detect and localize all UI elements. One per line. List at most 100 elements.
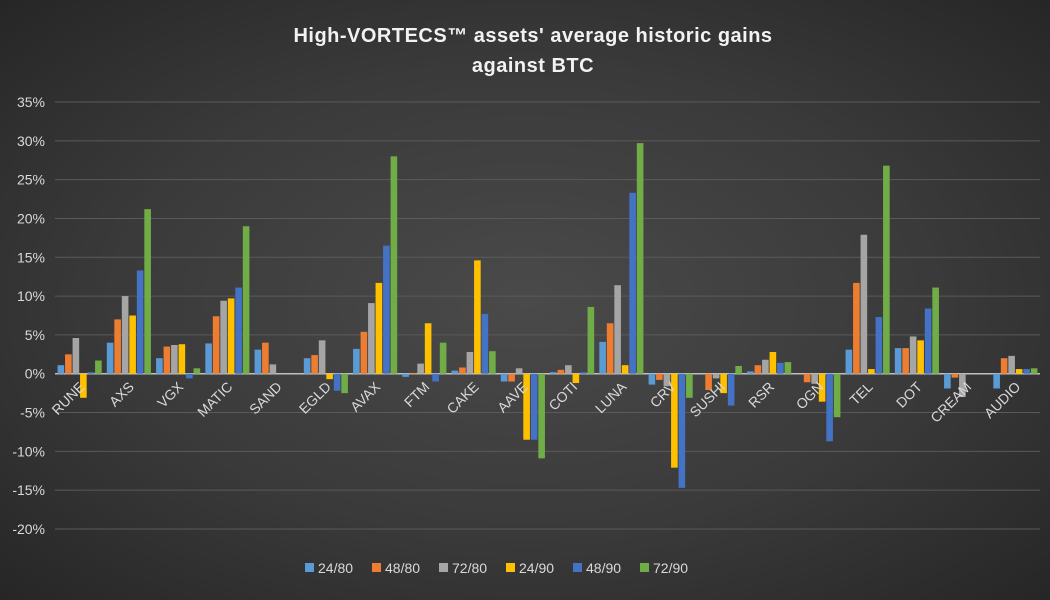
bar-sushi-24-90 xyxy=(720,373,727,394)
bar-luna-24-80 xyxy=(599,341,606,374)
bar-tel-48-80 xyxy=(853,282,860,374)
bar-matic-72-90 xyxy=(242,226,250,374)
x-category-label: TEL xyxy=(846,378,876,408)
bar-sushi-72-90 xyxy=(735,365,742,374)
y-tick-label: 15% xyxy=(17,249,45,265)
bar-luna-48-90 xyxy=(629,192,636,374)
bar-crv-48-80 xyxy=(656,373,663,380)
bar-sand-72-80 xyxy=(269,364,277,374)
x-category-label: VGX xyxy=(154,378,187,411)
bar-coti-72-80 xyxy=(565,365,572,374)
bar-cake-24-80 xyxy=(451,370,459,374)
bar-ftm-48-80 xyxy=(409,372,417,374)
bar-vgx-72-80 xyxy=(171,345,178,374)
y-tick-label: -5% xyxy=(20,405,45,421)
bar-dot-48-90 xyxy=(924,308,932,374)
bar-rune-48-80 xyxy=(65,354,72,374)
legend-swatch-72-80 xyxy=(439,563,448,572)
legend-swatch-72-90 xyxy=(640,563,649,572)
x-category-label: COTI xyxy=(545,379,580,414)
bar-tel-24-90 xyxy=(868,369,875,374)
bar-vgx-48-80 xyxy=(163,346,171,374)
bar-rune-48-90 xyxy=(87,372,95,374)
bar-tel-48-90 xyxy=(875,317,883,374)
bar-ogn-24-90 xyxy=(818,373,826,402)
bar-dot-24-90 xyxy=(917,340,924,374)
bar-egld-48-90 xyxy=(333,373,341,391)
bar-crv-72-90 xyxy=(686,373,693,398)
bar-vgx-24-80 xyxy=(156,358,163,374)
bar-avax-48-80 xyxy=(360,331,368,374)
legend-label: 48/90 xyxy=(586,560,621,576)
bar-avax-48-90 xyxy=(383,245,390,374)
bar-cream-48-80 xyxy=(951,373,959,378)
y-tick-label: 30% xyxy=(17,133,45,149)
x-category-label: FTM xyxy=(401,379,433,411)
bar-cake-48-80 xyxy=(459,367,466,374)
bar-luna-72-90 xyxy=(636,143,644,374)
bar-crv-48-90 xyxy=(678,373,686,488)
bar-vgx-72-90 xyxy=(193,368,201,374)
bar-avax-24-90 xyxy=(375,282,383,374)
bar-egld-24-90 xyxy=(326,373,333,380)
bar-tel-24-80 xyxy=(845,349,853,374)
y-tick-label: 25% xyxy=(17,172,45,188)
legend-label: 72/80 xyxy=(452,560,487,576)
bar-matic-48-90 xyxy=(235,287,242,374)
y-tick-label: -10% xyxy=(12,443,45,459)
bar-egld-72-80 xyxy=(318,340,326,374)
x-category-label: CAKE xyxy=(443,379,481,417)
bar-egld-48-80 xyxy=(311,355,318,374)
bar-audio-72-90 xyxy=(1030,368,1038,374)
bar-luna-48-80 xyxy=(606,323,614,374)
bar-axs-48-80 xyxy=(114,319,121,374)
bar-avax-24-80 xyxy=(353,348,360,374)
bar-sushi-48-80 xyxy=(705,373,712,391)
bar-aave-72-90 xyxy=(538,373,545,459)
x-category-label: DOT xyxy=(893,378,926,411)
bar-sushi-48-90 xyxy=(727,373,735,406)
x-category-label: RSR xyxy=(745,379,777,411)
y-tick-label: -20% xyxy=(12,521,45,537)
bar-dot-48-80 xyxy=(902,348,909,374)
bar-dot-24-80 xyxy=(894,348,902,374)
bar-ftm-72-90 xyxy=(439,342,447,374)
bar-ogn-72-80 xyxy=(811,373,818,384)
bar-rune-72-80 xyxy=(72,338,80,374)
bar-axs-72-90 xyxy=(144,209,151,374)
bar-rune-24-90 xyxy=(80,373,87,398)
bar-rsr-24-90 xyxy=(769,351,777,374)
bar-aave-24-90 xyxy=(523,373,530,440)
bar-axs-48-90 xyxy=(136,270,144,374)
x-category-label: RUNE xyxy=(48,379,87,418)
bar-sushi-72-80 xyxy=(712,373,720,379)
bar-vgx-24-90 xyxy=(178,344,186,374)
legend-swatch-24-80 xyxy=(305,563,314,572)
bar-coti-48-90 xyxy=(580,372,587,374)
bar-avax-72-80 xyxy=(368,303,375,374)
x-category-label: AUDIO xyxy=(981,378,1024,421)
bar-egld-72-90 xyxy=(341,373,348,394)
bar-tel-72-90 xyxy=(883,165,890,374)
bar-luna-24-90 xyxy=(621,365,629,374)
bar-aave-48-90 xyxy=(530,373,538,440)
y-tick-label: 5% xyxy=(25,327,45,343)
bar-aave-24-80 xyxy=(500,373,508,382)
bar-coti-24-90 xyxy=(572,373,580,384)
x-category-label: CREAM xyxy=(927,379,974,426)
bar-coti-72-90 xyxy=(587,306,595,374)
bar-sand-24-80 xyxy=(254,349,262,374)
bar-ogn-72-90 xyxy=(833,373,841,418)
legend-label: 24/90 xyxy=(519,560,554,576)
bar-cake-24-90 xyxy=(474,260,481,374)
y-tick-label: 35% xyxy=(17,94,45,110)
bar-crv-24-80 xyxy=(648,373,656,385)
legend-label: 48/80 xyxy=(385,560,420,576)
bar-matic-48-80 xyxy=(212,316,220,374)
bar-rsr-48-80 xyxy=(754,365,762,374)
bar-crv-24-90 xyxy=(671,373,678,468)
y-tick-label: -15% xyxy=(12,482,45,498)
bar-rune-24-80 xyxy=(57,365,65,374)
chart-title-line-2: against BTC xyxy=(472,55,594,77)
bar-cream-24-80 xyxy=(944,373,951,389)
